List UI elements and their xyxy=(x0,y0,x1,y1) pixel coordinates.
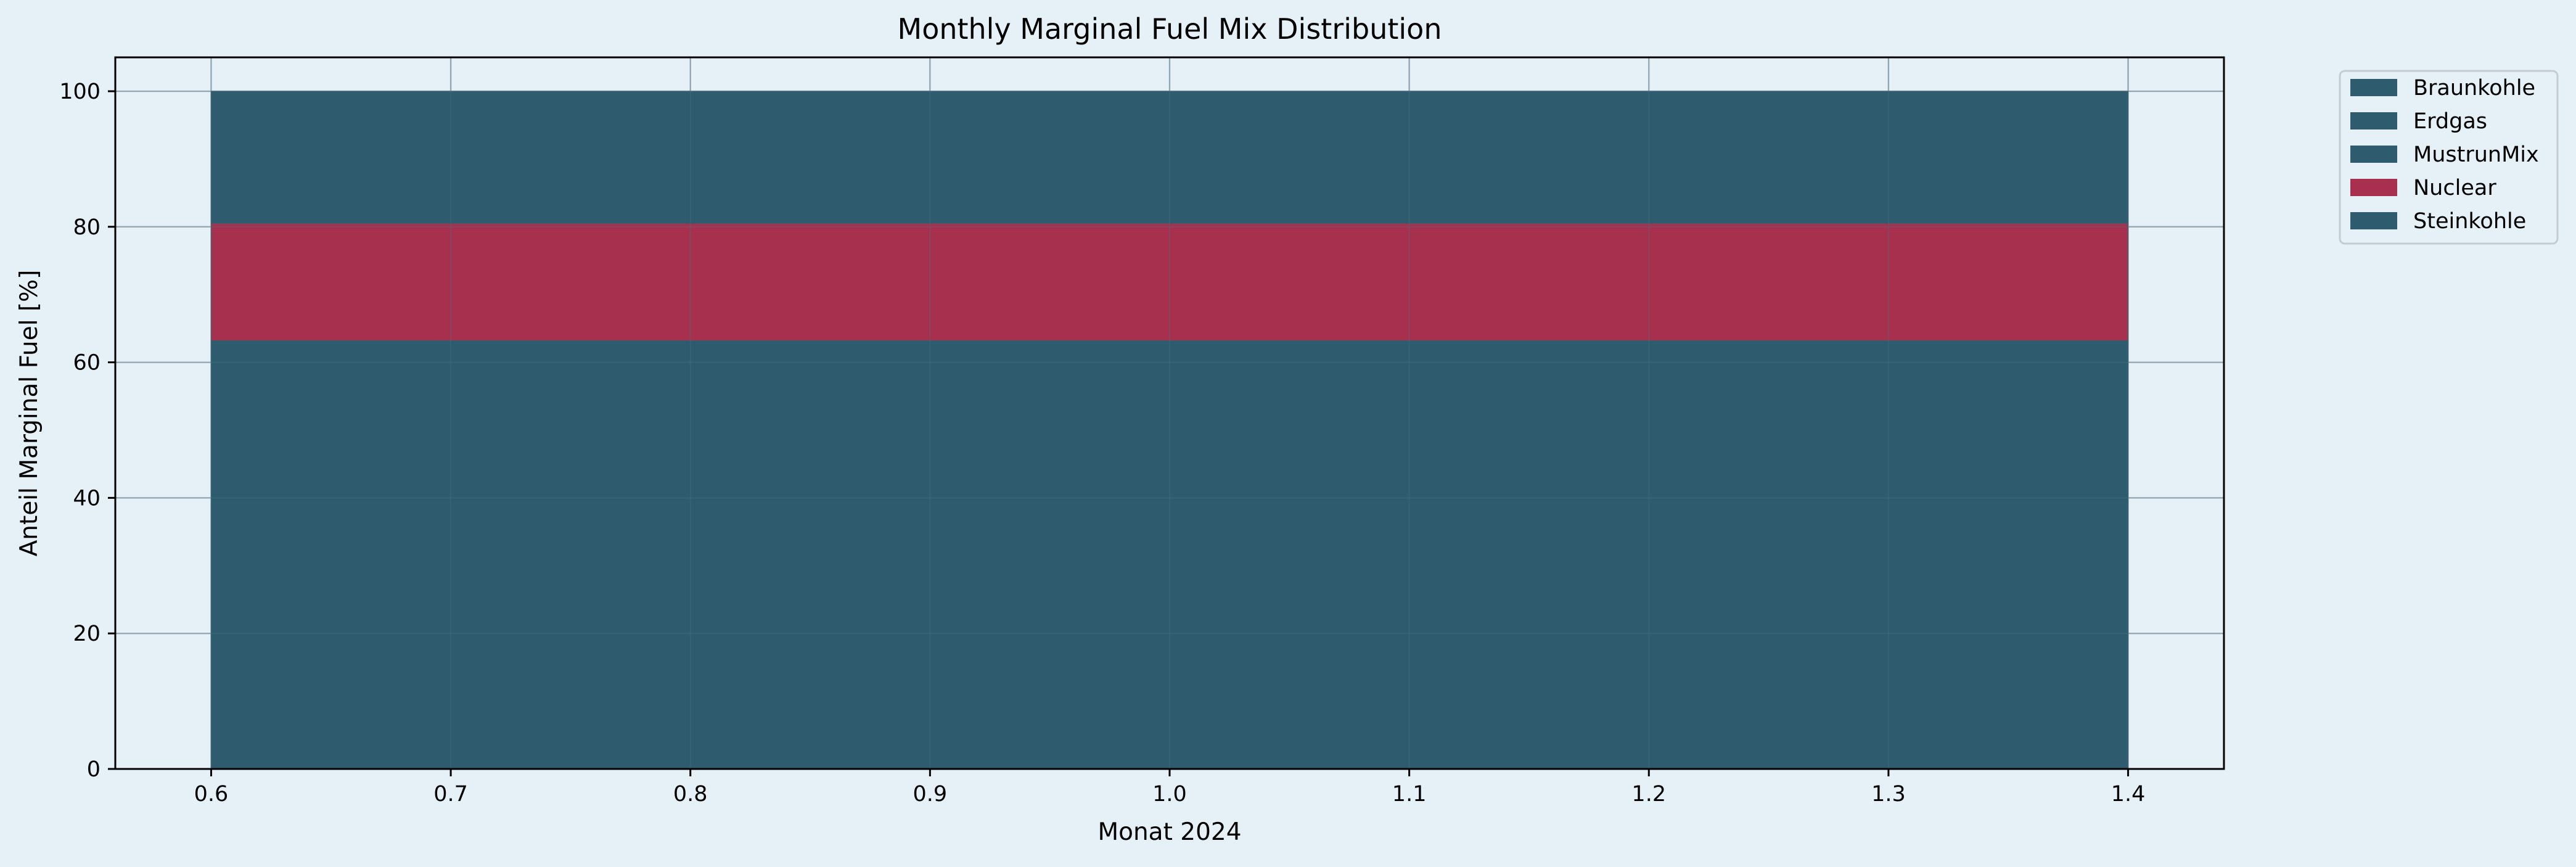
x-axis-ticks: 0.6 0.7 0.8 0.9 1.0 1.1 1.2 1.3 1.4 xyxy=(194,769,2146,807)
y-axis-label: Anteil Marginal Fuel [%] xyxy=(15,270,43,557)
bar-segment-mustrunmix xyxy=(210,340,2129,770)
legend-label: Nuclear xyxy=(2413,176,2496,200)
legend-swatch xyxy=(2350,112,2397,129)
legend-swatch xyxy=(2350,79,2397,96)
x-tick-label: 0.9 xyxy=(913,782,948,807)
legend-label: Steinkohle xyxy=(2413,209,2526,234)
y-tick-label: 20 xyxy=(73,622,100,646)
bar-segment-nuclear xyxy=(210,223,2129,341)
y-axis-ticks: 0 20 40 60 80 100 xyxy=(59,80,115,782)
x-tick-label: 1.2 xyxy=(1631,782,1666,807)
x-tick-label: 0.6 xyxy=(194,782,229,807)
legend-swatch xyxy=(2350,179,2397,196)
x-tick-label: 1.3 xyxy=(1871,782,1906,807)
x-tick-label: 1.0 xyxy=(1152,782,1187,807)
legend-items: Braunkohle Erdgas MustrunMix Nuclear Steinko… xyxy=(2350,76,2539,234)
legend-swatch xyxy=(2350,146,2397,163)
legend: Braunkohle Erdgas MustrunMix Nuclear Steinko… xyxy=(2339,70,2559,245)
chart-title: Monthly Marginal Fuel Mix Distribution xyxy=(898,12,1442,46)
y-tick-label: 0 xyxy=(87,757,100,782)
y-tick-label: 40 xyxy=(73,486,100,511)
y-tick-label: 100 xyxy=(59,80,100,104)
legend-swatch xyxy=(2350,212,2397,229)
legend-label: MustrunMix xyxy=(2413,142,2539,167)
x-axis-label: Monat 2024 xyxy=(1097,818,1241,846)
y-tick-label: 60 xyxy=(73,351,100,376)
legend-label: Braunkohle xyxy=(2413,76,2535,101)
x-tick-label: 0.8 xyxy=(673,782,708,807)
y-tick-label: 80 xyxy=(73,215,100,240)
bars-layer xyxy=(210,91,2129,770)
x-tick-label: 0.7 xyxy=(433,782,468,807)
x-tick-label: 1.1 xyxy=(1392,782,1427,807)
bar-segment-steinkohle xyxy=(210,91,2129,224)
legend-label: Erdgas xyxy=(2413,109,2487,134)
x-tick-label: 1.4 xyxy=(2111,782,2146,807)
